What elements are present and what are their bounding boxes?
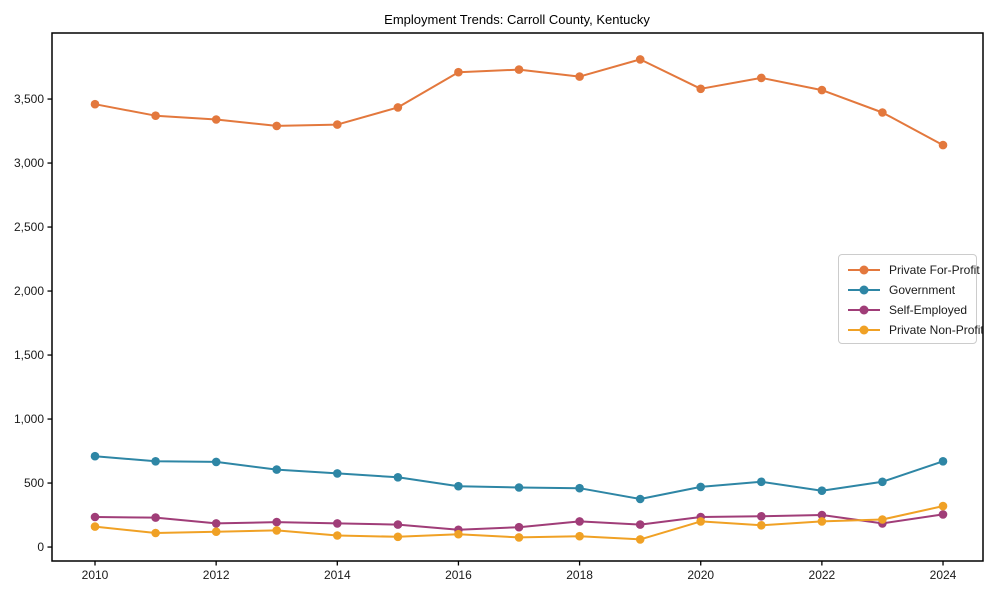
data-point-private-for-profit-2019 — [635, 55, 645, 64]
data-point-self-employed-2022 — [817, 510, 827, 520]
data-point-government-2024 — [938, 457, 948, 466]
data-point-private-for-profit-2014 — [333, 120, 342, 129]
data-point-government-2017 — [514, 483, 524, 492]
data-point-government-2010 — [90, 451, 100, 461]
data-point-private-for-profit-2021 — [757, 73, 766, 83]
data-point-private-non-profit-2010 — [90, 522, 100, 531]
data-point-private-for-profit-2023 — [878, 108, 887, 117]
legend-label: Private For-Profit — [889, 263, 980, 277]
legend: Private For-Profit Government Self-Emplo… — [838, 254, 984, 344]
y-tick-label: 1,500 — [14, 348, 44, 362]
data-point-government-2014 — [333, 469, 342, 478]
y-tick-label: 500 — [24, 476, 44, 490]
legend-label: Self-Employed — [889, 303, 968, 317]
data-point-government-2015 — [393, 473, 403, 482]
data-point-self-employed-2015 — [393, 520, 403, 529]
data-point-government-2020 — [696, 482, 705, 492]
data-point-self-employed-2017 — [514, 522, 524, 532]
data-point-private-non-profit-2023 — [878, 515, 887, 524]
series-line-government — [94, 455, 944, 500]
y-tick-label: 0 — [37, 540, 44, 554]
data-point-self-employed-2024 — [938, 510, 948, 519]
line-marker-icon — [848, 305, 880, 315]
legend-item-self-employed: Self-Employed — [847, 300, 976, 320]
data-point-private-non-profit-2011 — [151, 528, 160, 538]
data-point-private-for-profit-2013 — [272, 121, 282, 131]
data-point-self-employed-2012 — [211, 519, 221, 528]
data-point-private-for-profit-2016 — [454, 67, 463, 77]
data-point-government-2012 — [211, 457, 221, 467]
data-point-private-for-profit-2017 — [514, 65, 524, 74]
x-tick-label: 2016 — [445, 568, 472, 582]
data-point-self-employed-2021 — [757, 512, 766, 521]
legend-label: Government — [889, 283, 956, 297]
x-tick-label: 2022 — [809, 568, 836, 582]
data-point-private-for-profit-2020 — [696, 84, 705, 94]
data-point-self-employed-2013 — [272, 517, 282, 527]
data-point-self-employed-2011 — [151, 513, 160, 522]
series-group — [90, 55, 948, 544]
data-point-self-employed-2010 — [90, 512, 100, 522]
line-marker-icon — [848, 265, 880, 275]
data-point-self-employed-2014 — [333, 519, 342, 528]
data-point-government-2013 — [272, 465, 282, 474]
data-point-private-for-profit-2024 — [938, 140, 948, 150]
data-point-private-non-profit-2021 — [757, 521, 766, 530]
data-point-private-non-profit-2012 — [211, 527, 221, 536]
data-point-government-2021 — [757, 477, 766, 487]
data-point-self-employed-2018 — [575, 517, 584, 526]
legend-item-private-non-profit: Private Non-Profit — [847, 320, 984, 340]
x-tick-label: 2014 — [324, 568, 351, 582]
y-tick-label: 2,000 — [14, 284, 44, 298]
x-tick-label: 2018 — [566, 568, 593, 582]
legend-label: Private Non-Profit — [889, 323, 984, 337]
data-point-government-2019 — [635, 494, 645, 504]
legend-item-private-for-profit: Private For-Profit — [847, 260, 980, 280]
data-point-private-non-profit-2016 — [454, 529, 463, 539]
data-point-private-for-profit-2010 — [90, 99, 100, 109]
data-point-private-non-profit-2015 — [393, 532, 403, 542]
data-point-private-for-profit-2018 — [575, 72, 584, 81]
data-point-self-employed-2019 — [635, 520, 645, 529]
plot-frame — [51, 32, 984, 562]
y-tick-label: 3,000 — [14, 156, 44, 170]
data-point-private-non-profit-2020 — [696, 517, 705, 526]
y-tick-label: 3,500 — [14, 92, 44, 106]
data-point-private-for-profit-2022 — [817, 85, 827, 95]
line-marker-icon — [848, 325, 880, 335]
data-point-private-non-profit-2014 — [333, 531, 342, 540]
x-tick-label: 2010 — [82, 568, 109, 582]
data-point-private-non-profit-2024 — [938, 501, 948, 511]
y-axis: 0 500 1,000 1,500 2,000 2,500 3,000 3,500 — [14, 92, 52, 554]
data-point-private-non-profit-2018 — [575, 531, 584, 541]
data-point-government-2022 — [817, 486, 827, 496]
data-point-private-non-profit-2019 — [635, 535, 645, 544]
x-tick-label: 2024 — [930, 568, 957, 582]
data-point-private-for-profit-2015 — [393, 103, 403, 112]
y-tick-label: 2,500 — [14, 220, 44, 234]
data-point-government-2018 — [575, 483, 584, 493]
data-point-private-non-profit-2022 — [817, 517, 827, 526]
data-point-government-2011 — [151, 457, 160, 466]
data-point-private-for-profit-2012 — [211, 115, 221, 124]
data-point-private-non-profit-2013 — [272, 526, 282, 535]
chart-title: Employment Trends: Carroll County, Kentu… — [384, 12, 650, 27]
y-tick-label: 1,000 — [14, 412, 44, 426]
data-point-government-2023 — [878, 477, 887, 487]
x-axis: 2010 2012 2014 2016 2018 2020 2022 2024 — [82, 561, 957, 582]
x-tick-label: 2020 — [687, 568, 714, 582]
line-marker-icon — [848, 285, 880, 295]
x-tick-label: 2012 — [203, 568, 230, 582]
data-point-government-2016 — [454, 481, 463, 491]
data-point-private-for-profit-2011 — [151, 111, 160, 120]
data-point-private-non-profit-2017 — [514, 533, 524, 542]
legend-item-government: Government — [847, 280, 976, 300]
